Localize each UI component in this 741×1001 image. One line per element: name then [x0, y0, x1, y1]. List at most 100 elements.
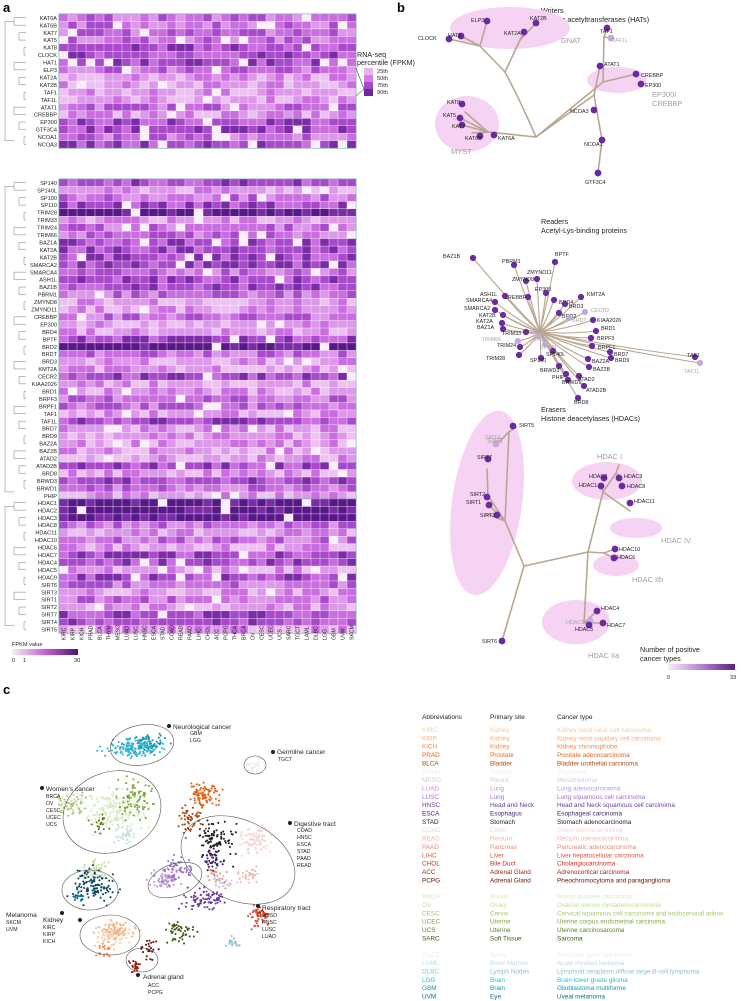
heat-cell [311, 335, 320, 343]
heat-cell [104, 21, 113, 29]
outline-adrenal [125, 947, 159, 973]
heat-cell [347, 186, 356, 194]
heat-cell [248, 313, 257, 321]
writers-title: Writers [541, 6, 564, 15]
heat-cell [176, 410, 185, 418]
heat-cell [320, 439, 329, 447]
heat-cell [86, 58, 95, 66]
tsne-point [254, 870, 257, 873]
heat-cell [302, 305, 311, 313]
heat-cell [113, 387, 122, 395]
tree-node [499, 311, 507, 319]
heat-cell [77, 133, 86, 141]
legend-level-90: 90th [377, 90, 388, 96]
tsne-point [121, 932, 124, 935]
table-cell: UCEC [422, 919, 440, 926]
tsne-point [121, 753, 124, 756]
heat-cell [131, 350, 140, 358]
heat-cell [320, 484, 329, 492]
heat-cell [293, 447, 302, 455]
outline-resp [147, 861, 203, 899]
tsne-point [83, 881, 86, 884]
heat-cell [212, 573, 221, 581]
tsne-point [86, 804, 89, 807]
tree-leaf-label: TRIM28 [486, 356, 505, 362]
heat-cell [284, 536, 293, 544]
positive-legend-max: 33 [730, 675, 736, 681]
heat-cell [338, 194, 347, 202]
heat-cell [221, 36, 230, 44]
heat-cell [239, 492, 248, 500]
tsne-point [225, 870, 228, 874]
heat-cell [239, 380, 248, 388]
tree-node [493, 511, 501, 519]
tsne-point [122, 837, 125, 840]
tsne-point [109, 918, 112, 921]
tsne-point [69, 803, 73, 806]
tsne-point [91, 860, 94, 863]
tsne-point [261, 918, 264, 921]
tsne-point [260, 760, 263, 763]
table-cell: Pleura [490, 777, 509, 784]
heat-cell [122, 246, 131, 254]
tsne-point [106, 932, 109, 935]
tsne-point [241, 854, 244, 857]
heat-cell [59, 21, 68, 29]
heat-cell [302, 261, 311, 269]
heat-cell [185, 328, 194, 336]
heat-cell [185, 44, 194, 52]
tsne-point [197, 814, 200, 818]
heat-cell [86, 372, 95, 380]
heat-cell [329, 21, 338, 29]
heat-cell [329, 581, 338, 589]
heat-cell [95, 596, 104, 604]
heat-cell [95, 447, 104, 455]
heat-cell [221, 276, 230, 284]
tsne-point [253, 874, 256, 877]
heat-cell [212, 14, 221, 22]
heat-cell [95, 439, 104, 447]
heat-cell [284, 380, 293, 388]
heat-cell [203, 439, 212, 447]
heat-cell [86, 492, 95, 500]
heat-cell [59, 14, 68, 22]
heat-cell [239, 536, 248, 544]
heat-cell [86, 223, 95, 231]
heat-cell [194, 290, 203, 298]
tsne-point [60, 809, 63, 812]
heat-cell [329, 477, 338, 485]
heat-cell [149, 529, 158, 537]
heat-cell [185, 543, 194, 551]
heat-cell [347, 506, 356, 514]
heat-cell [320, 469, 329, 477]
heat-cell [86, 343, 95, 351]
tsne-point [115, 796, 118, 799]
tree-node [603, 24, 611, 32]
tsne-point [104, 754, 107, 757]
tsne-point [112, 943, 116, 946]
legend-level-50: 50th [377, 76, 388, 82]
heat-cell [149, 111, 158, 119]
writers-halos [435, 7, 647, 152]
heat-cell [239, 454, 248, 462]
heat-cell [149, 380, 158, 388]
heat-cell [158, 276, 167, 284]
heat-cell [293, 432, 302, 440]
heat-cell [293, 21, 302, 29]
heat-cell [212, 283, 221, 291]
heat-cell [131, 268, 140, 276]
tsne-point [76, 798, 80, 801]
heat-cell [311, 358, 320, 366]
heat-cell [284, 88, 293, 96]
tsne-point [198, 801, 201, 804]
heat-cell [329, 29, 338, 37]
heat-cell [68, 573, 77, 581]
heat-cell [347, 209, 356, 217]
tree-branch [539, 331, 701, 364]
tsne-point [199, 812, 202, 815]
heat-cell [77, 596, 86, 604]
heat-cell [320, 365, 329, 373]
heat-cell [212, 514, 221, 522]
heat-cell [311, 179, 320, 187]
table-cell: Esophageal carcinoma [557, 811, 622, 818]
